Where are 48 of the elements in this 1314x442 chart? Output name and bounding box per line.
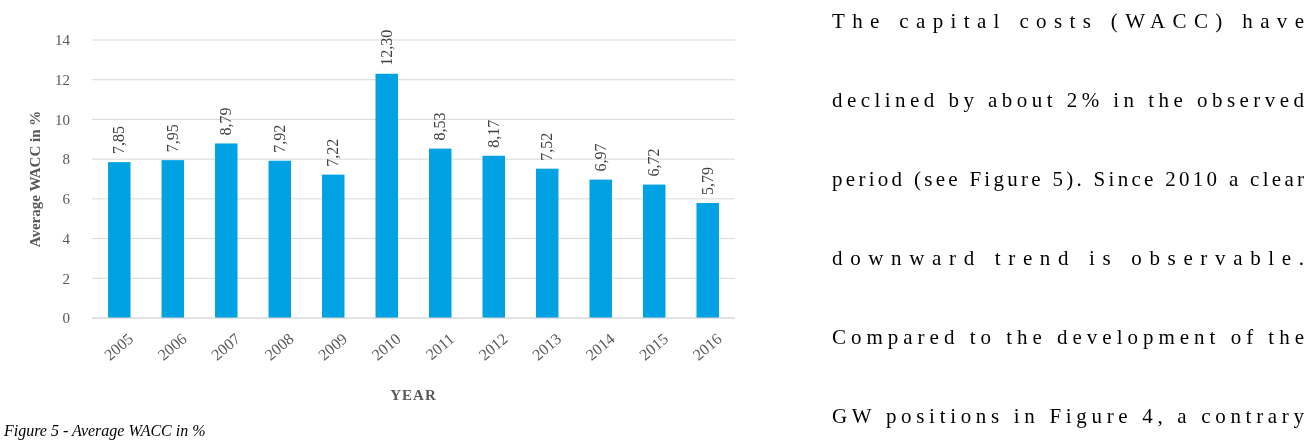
- text: downward trend is observable.: [832, 246, 1304, 270]
- data-label: 8,79: [217, 107, 235, 136]
- x-tick-label: 2014: [582, 329, 618, 364]
- data-label: 7,92: [270, 124, 288, 153]
- bar: [322, 174, 345, 318]
- text: period (see Figure 5). Since 2010 a clear: [832, 167, 1304, 191]
- x-tick-label: 2010: [368, 329, 404, 364]
- y-tick-label: 10: [55, 111, 70, 128]
- text: Compared to the development of the: [832, 325, 1304, 349]
- x-tick-label: 2011: [422, 329, 458, 364]
- data-label: 12,30: [377, 29, 395, 66]
- bar: [375, 73, 398, 318]
- y-tick-label: 4: [62, 230, 71, 247]
- data-label: 8,53: [431, 112, 449, 141]
- data-label: 6,72: [645, 148, 663, 177]
- bar: [589, 179, 612, 318]
- text: GW positions in Figure 4, a contrary: [832, 404, 1305, 428]
- data-label: 7,85: [110, 126, 128, 155]
- data-label: 7,95: [163, 124, 181, 153]
- x-tick-label: 2013: [528, 329, 565, 364]
- y-tick-label: 6: [62, 191, 71, 208]
- y-axis-title: Average WACC in %: [27, 110, 43, 248]
- data-label: 7,52: [538, 132, 556, 161]
- bar: [642, 184, 666, 318]
- y-tick-label: 0: [62, 310, 70, 327]
- data-label: 5,79: [698, 167, 716, 196]
- x-tick-label: 2009: [314, 329, 351, 364]
- data-label: 8,17: [484, 119, 502, 148]
- caption: Figure 5 - Average WACC in %: [3, 422, 206, 440]
- x-tick-label: 2012: [475, 329, 511, 364]
- text: declined by about 2% in the observed: [832, 88, 1305, 112]
- text: The capital costs (WACC) have: [832, 9, 1304, 33]
- data-label: 6,97: [591, 143, 609, 172]
- data-label: 7,22: [324, 138, 342, 167]
- bar: [482, 155, 505, 318]
- bar: [108, 162, 131, 318]
- bar: [161, 160, 185, 318]
- bar: [215, 143, 238, 318]
- y-tick-label: 8: [62, 151, 70, 168]
- x-tick-label: 2008: [261, 329, 297, 364]
- bar: [696, 203, 719, 318]
- x-axis-title: YEAR: [390, 387, 437, 403]
- bar: [268, 160, 291, 318]
- bar: [536, 168, 559, 318]
- y-tick-label: 2: [62, 270, 70, 287]
- y-tick-label: 14: [55, 32, 71, 49]
- bar: [429, 148, 452, 318]
- y-tick-label: 12: [55, 71, 70, 88]
